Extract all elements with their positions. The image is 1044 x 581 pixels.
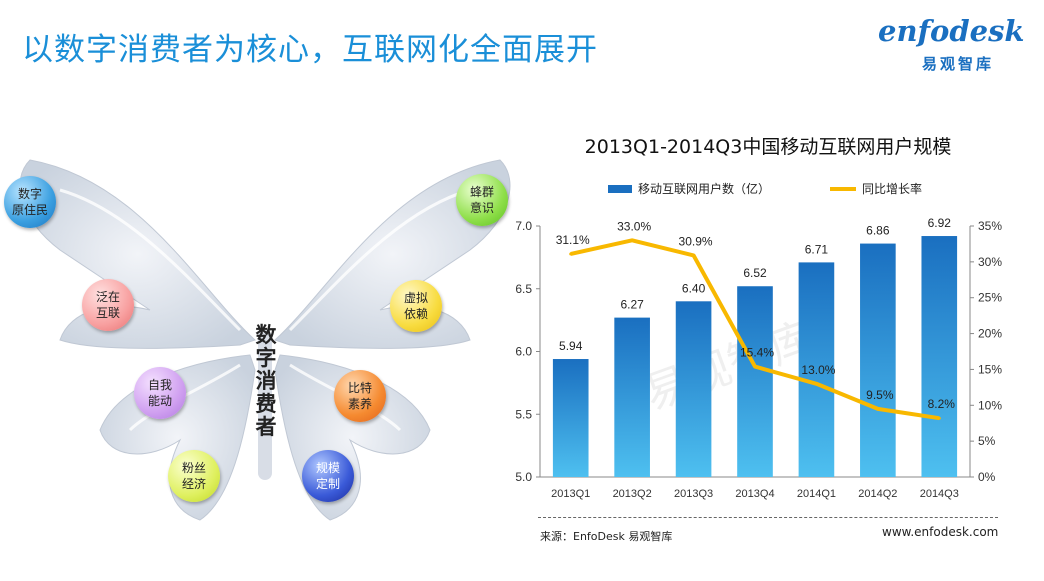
y-tick-label-left: 5.5 <box>515 407 532 421</box>
center-label: 数 字 消 费 者 <box>252 324 280 439</box>
bar-value-label: 6.27 <box>620 298 644 312</box>
bubble-text: 自我 <box>147 378 172 392</box>
logo-cn-text: 易观智库 <box>922 55 995 73</box>
bubble-text: 意识 <box>469 201 494 215</box>
growth-point <box>569 252 573 256</box>
site-url: www.enfodesk.com <box>882 525 999 539</box>
bubble-text: 规模 <box>315 461 340 475</box>
y-tick-label-left: 6.5 <box>515 282 532 296</box>
y-tick-label-right: 5% <box>978 434 996 448</box>
growth-value-label: 9.5% <box>866 388 894 402</box>
growth-point <box>692 253 696 257</box>
bar <box>798 262 835 477</box>
legend-line-label: 同比增长率 <box>862 181 922 196</box>
y-tick-label-left: 5.0 <box>515 470 532 484</box>
center-char: 费 <box>255 392 277 416</box>
bar <box>860 243 896 477</box>
bubble-text: 比特 <box>347 381 372 395</box>
growth-point <box>937 416 941 420</box>
logo-wordmark: enfodesk <box>878 14 1025 48</box>
bar <box>614 317 650 477</box>
bar <box>921 236 958 477</box>
source-text: 来源：EnfoDesk 易观智库 <box>540 530 673 543</box>
bubble-text: 蜂群 <box>469 185 494 199</box>
y-tick-label-right: 30% <box>978 255 1002 269</box>
bar <box>675 301 712 477</box>
x-tick-label: 2014Q2 <box>858 488 897 500</box>
bubble-swarm: 蜂群 意识 <box>456 174 508 226</box>
bubble-text: 素养 <box>347 397 372 411</box>
growth-value-label: 31.1% <box>556 233 590 247</box>
growth-point <box>876 407 880 411</box>
bar-value-label: 6.71 <box>805 242 829 256</box>
bubble-digital-native: 数字 原住民 <box>4 176 56 228</box>
y-tick-label-left: 7.0 <box>515 219 532 233</box>
bubble-text: 能动 <box>147 394 172 408</box>
bar-value-label: 6.40 <box>682 281 706 295</box>
growth-value-label: 8.2% <box>928 397 956 411</box>
growth-point <box>814 382 818 386</box>
growth-value-label: 15.4% <box>740 346 774 360</box>
bubble-text: 定制 <box>315 477 340 491</box>
x-tick-label: 2013Q1 <box>551 488 590 500</box>
y-tick-label-right: 35% <box>978 219 1002 233</box>
bar-value-label: 6.86 <box>866 224 890 238</box>
y-tick-label-right: 0% <box>978 470 996 484</box>
center-char: 者 <box>255 415 277 439</box>
center-char: 数 <box>255 323 277 347</box>
y-tick-label-left: 6.0 <box>515 345 532 359</box>
growth-value-label: 13.0% <box>801 363 835 377</box>
bar-value-label: 5.94 <box>559 339 583 353</box>
bar-value-label: 6.52 <box>743 266 767 280</box>
legend-bar-label: 移动互联网用户数（亿） <box>638 181 770 196</box>
x-tick-label: 2013Q2 <box>613 488 652 500</box>
y-tick-label-right: 10% <box>978 398 1002 412</box>
x-tick-label: 2013Q3 <box>674 488 713 500</box>
bubble-text: 数字 <box>17 187 42 201</box>
bubble-text: 虚拟 <box>403 291 428 305</box>
y-tick-label-right: 15% <box>978 362 1002 376</box>
x-tick-label: 2014Q3 <box>920 488 959 500</box>
bubble-text: 依赖 <box>403 307 428 321</box>
bubble-text: 原住民 <box>11 203 48 217</box>
legend-bar-swatch <box>608 185 632 193</box>
bubble-bit-literacy: 比特 素养 <box>334 370 386 422</box>
center-char: 消 <box>255 369 277 393</box>
bubble-virtual: 虚拟 依赖 <box>390 280 442 332</box>
enfodesk-logo: enfodesk 易观智库 <box>878 14 1038 78</box>
bubble-text: 互联 <box>95 306 120 320</box>
chart-title: 2013Q1-2014Q3中国移动互联网用户规模 <box>584 136 952 158</box>
bar-value-label: 6.92 <box>928 216 952 230</box>
bubble-ubiquitous: 泛在 互联 <box>82 279 134 331</box>
bubble-self-driven: 自我 能动 <box>134 367 186 419</box>
bubble-text: 经济 <box>181 477 206 491</box>
growth-value-label: 33.0% <box>617 219 651 233</box>
bar <box>552 359 589 477</box>
x-tick-label: 2014Q1 <box>797 488 836 500</box>
footer-divider <box>538 517 998 518</box>
x-tick-label: 2013Q4 <box>735 488 774 500</box>
growth-point <box>753 365 757 369</box>
y-tick-label-right: 25% <box>978 291 1002 305</box>
bar <box>737 286 773 477</box>
center-char: 字 <box>255 346 277 370</box>
bubble-custom: 规模 定制 <box>302 450 354 502</box>
chart-plot: 5.0 5.5 6.0 6.5 7.0 0% 5% 10% 15% 20% 25% 30% 35% 5.9… <box>515 181 1002 500</box>
y-tick-label-right: 20% <box>978 327 1002 341</box>
slide-title: 以数字消费者为核心，互联网化全面展开 <box>22 32 598 68</box>
bubble-fan-economy: 粉丝 经济 <box>168 450 220 502</box>
bubble-text: 泛在 <box>95 290 120 304</box>
butterfly-body-icon <box>258 330 272 480</box>
bubble-text: 粉丝 <box>181 461 206 475</box>
growth-point <box>630 238 634 242</box>
growth-value-label: 30.9% <box>679 234 713 248</box>
